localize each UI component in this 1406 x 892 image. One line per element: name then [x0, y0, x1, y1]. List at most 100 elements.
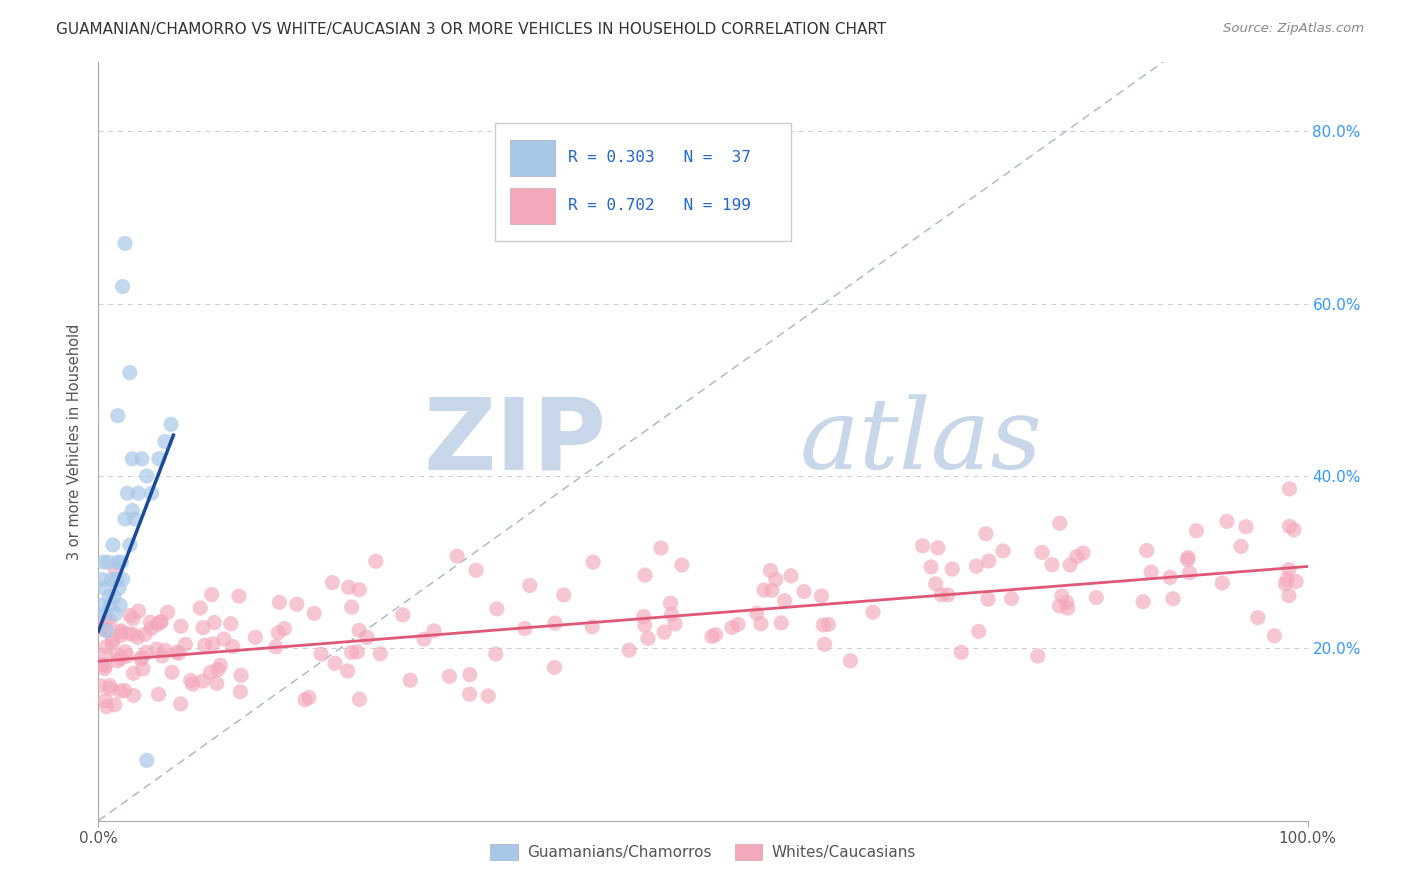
- Text: GUAMANIAN/CHAMORRO VS WHITE/CAUCASIAN 3 OR MORE VEHICLES IN HOUSEHOLD CORRELATIO: GUAMANIAN/CHAMORRO VS WHITE/CAUCASIAN 3 …: [56, 22, 887, 37]
- Point: [98, 590, 121, 604]
- Point: [188, 601, 211, 615]
- Point: [90, 620, 112, 634]
- Point: [127, 631, 149, 645]
- Bar: [509, 187, 555, 224]
- Point: [1263, 629, 1285, 643]
- Point: [1278, 519, 1301, 533]
- Point: [1185, 524, 1208, 538]
- Point: [1056, 595, 1078, 609]
- Point: [700, 629, 723, 643]
- Point: [1066, 549, 1088, 564]
- Point: [127, 486, 149, 500]
- Point: [98, 679, 121, 693]
- Point: [1177, 553, 1199, 567]
- Point: [209, 658, 232, 673]
- Point: [111, 279, 134, 293]
- Point: [1049, 599, 1071, 613]
- Point: [228, 589, 250, 603]
- Point: [752, 582, 775, 597]
- Point: [1275, 572, 1298, 586]
- Point: [423, 624, 446, 638]
- Point: [298, 690, 321, 705]
- Point: [664, 616, 686, 631]
- Point: [94, 648, 117, 662]
- Point: [1278, 562, 1301, 576]
- Point: [337, 580, 360, 594]
- Point: [1059, 558, 1081, 572]
- Point: [309, 647, 332, 661]
- Point: [1026, 648, 1049, 663]
- Point: [148, 451, 170, 466]
- Point: [671, 558, 693, 572]
- Point: [118, 608, 141, 623]
- Point: [110, 624, 132, 638]
- Point: [1211, 576, 1233, 591]
- Point: [439, 669, 461, 683]
- Point: [96, 612, 118, 626]
- Point: [1274, 577, 1296, 591]
- Point: [207, 662, 229, 676]
- Point: [114, 512, 136, 526]
- Point: [118, 366, 141, 380]
- Point: [465, 563, 488, 577]
- Point: [661, 607, 683, 622]
- Point: [346, 645, 368, 659]
- Point: [368, 647, 391, 661]
- Point: [650, 541, 672, 555]
- Point: [194, 638, 217, 652]
- Point: [101, 632, 124, 647]
- Point: [103, 590, 125, 604]
- Point: [114, 645, 136, 659]
- Point: [967, 624, 990, 639]
- Point: [131, 451, 153, 466]
- Point: [974, 526, 997, 541]
- Text: R = 0.303   N =  37: R = 0.303 N = 37: [568, 151, 751, 166]
- Point: [634, 618, 657, 632]
- Point: [201, 637, 224, 651]
- Point: [294, 692, 316, 706]
- Point: [637, 632, 659, 646]
- Point: [118, 538, 141, 552]
- Point: [364, 554, 387, 568]
- Point: [202, 615, 225, 630]
- Point: [129, 652, 152, 666]
- Point: [321, 575, 343, 590]
- Point: [485, 602, 508, 616]
- Point: [340, 645, 363, 659]
- Point: [391, 607, 413, 622]
- Point: [108, 599, 131, 613]
- Point: [1177, 550, 1199, 565]
- Point: [1282, 523, 1305, 537]
- Point: [98, 614, 121, 628]
- Point: [634, 568, 657, 582]
- Point: [950, 645, 973, 659]
- Point: [121, 503, 143, 517]
- Point: [458, 687, 481, 701]
- Point: [100, 573, 122, 587]
- Point: [114, 683, 136, 698]
- Point: [1278, 589, 1301, 603]
- Point: [114, 236, 136, 251]
- Point: [1234, 520, 1257, 534]
- Point: [153, 643, 176, 657]
- Point: [1178, 566, 1201, 580]
- Point: [212, 632, 235, 646]
- Point: [793, 584, 815, 599]
- Point: [90, 622, 112, 636]
- Point: [659, 596, 682, 610]
- Point: [269, 595, 291, 609]
- Point: [413, 632, 436, 647]
- Text: R = 0.702   N = 199: R = 0.702 N = 199: [568, 198, 751, 213]
- Point: [167, 646, 190, 660]
- Bar: [509, 140, 555, 177]
- Point: [122, 666, 145, 681]
- Point: [1050, 589, 1073, 603]
- Point: [191, 674, 214, 689]
- Point: [273, 622, 295, 636]
- Point: [91, 555, 114, 569]
- Point: [965, 559, 987, 574]
- Point: [104, 607, 127, 621]
- FancyBboxPatch shape: [495, 123, 792, 241]
- Point: [107, 654, 129, 668]
- Point: [446, 549, 468, 564]
